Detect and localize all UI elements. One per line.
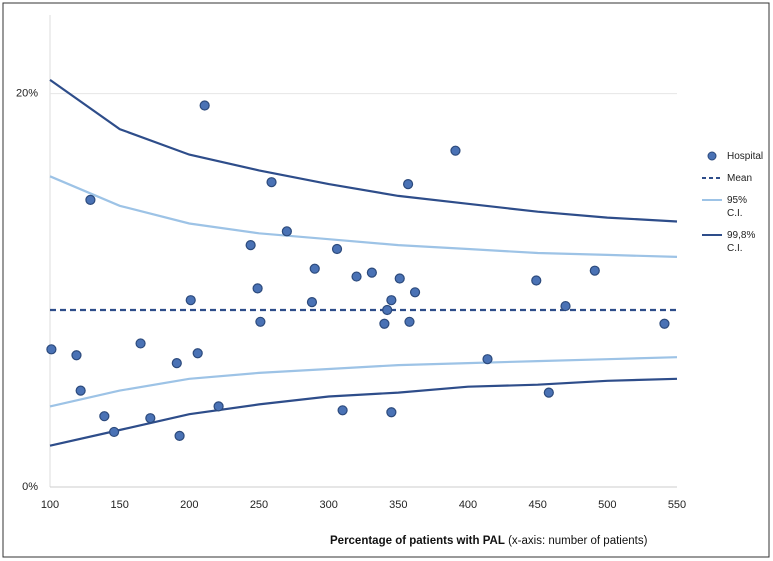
data-point: [404, 316, 415, 327]
data-point: [213, 401, 224, 412]
data-point: [659, 318, 670, 329]
legend-label: Hospital: [727, 151, 764, 162]
data-point: [255, 316, 266, 327]
data-point: [108, 426, 120, 438]
data-point: [75, 385, 86, 396]
data-point: [379, 318, 390, 329]
data-point: [171, 358, 182, 369]
data-point: [366, 267, 377, 278]
legend-item: 99,8% C.I.: [700, 229, 768, 255]
data-point: [543, 387, 554, 398]
data-point: [482, 354, 493, 365]
data-point: [386, 407, 397, 418]
data-point: [331, 243, 343, 255]
legend-item: Hospital: [700, 150, 768, 163]
x-tick-label: 450: [528, 499, 546, 511]
legend-swatch: [707, 151, 717, 161]
data-point: [531, 275, 542, 286]
data-point: [281, 226, 292, 237]
data-point: [185, 295, 196, 306]
data-point: [589, 265, 600, 276]
legend-swatch: [702, 234, 722, 236]
y-tick-label: 20%: [16, 88, 38, 100]
x-tick-label: 500: [598, 499, 616, 511]
data-point: [306, 297, 318, 308]
legend-label: 99,8% C.I.: [727, 230, 756, 254]
data-point: [174, 430, 185, 441]
legend-swatch: [702, 177, 722, 179]
legend-marker: [707, 151, 717, 161]
data-point: [386, 295, 397, 306]
data-point: [99, 411, 110, 422]
data-point: [351, 271, 362, 282]
data-point: [409, 287, 421, 298]
data-point: [46, 344, 57, 355]
legend-item: 95% C.I.: [700, 194, 768, 220]
data-point: [135, 338, 146, 349]
data-point: [309, 263, 320, 274]
legend-label: Mean: [727, 173, 753, 184]
x-tick-label: 250: [250, 499, 268, 511]
x-tick-label: 200: [180, 499, 198, 511]
x-tick-label: 550: [668, 499, 686, 511]
data-point: [245, 240, 256, 251]
data-point: [450, 145, 461, 156]
x-tick-label: 350: [389, 499, 407, 511]
x-axis-title: Percentage of patients with PAL (x-axis:…: [330, 535, 647, 547]
data-point: [382, 304, 393, 316]
legend-label: 95% C.I.: [727, 195, 748, 219]
data-point: [252, 283, 263, 294]
data-point: [402, 179, 414, 190]
x-tick-label: 100: [41, 499, 59, 511]
x-label: Percentage of patients with PAL: [330, 535, 505, 547]
legend-item: Mean: [700, 172, 768, 185]
y-tick-label: 0%: [22, 481, 38, 493]
data-point: [199, 100, 210, 111]
data-point: [337, 405, 348, 416]
x-tick-label: 150: [110, 499, 128, 511]
data-point: [266, 177, 277, 188]
data-point: [394, 273, 405, 284]
series-line: [49, 79, 678, 223]
data-point: [145, 413, 156, 424]
series-line: [49, 175, 678, 258]
data-point: [85, 194, 96, 205]
data-point: [560, 300, 571, 312]
x-label-note: (x-axis: number of patients): [508, 535, 648, 547]
legend-swatch: [702, 199, 722, 201]
x-tick-label: 300: [319, 499, 337, 511]
data-point: [192, 348, 203, 359]
series-line: [49, 377, 678, 447]
legend: Hospital Mean 95% C.I. 99,8% C.I.: [700, 150, 768, 264]
series-line: [49, 356, 678, 408]
x-tick-label: 400: [459, 499, 477, 511]
data-point: [71, 350, 82, 361]
